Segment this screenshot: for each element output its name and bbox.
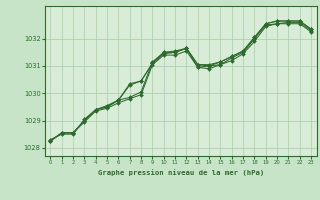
- X-axis label: Graphe pression niveau de la mer (hPa): Graphe pression niveau de la mer (hPa): [98, 169, 264, 176]
